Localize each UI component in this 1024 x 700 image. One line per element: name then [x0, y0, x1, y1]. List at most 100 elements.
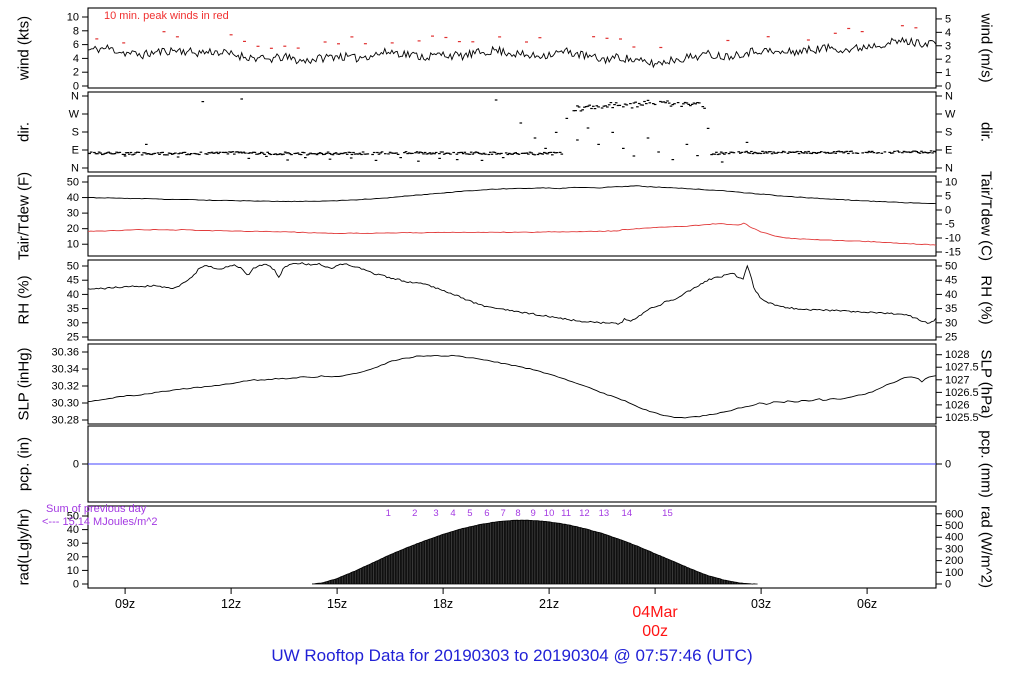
point-dir-early-NE: [233, 153, 236, 155]
point-dir-late-NE: [855, 152, 858, 154]
point-dir-late-NE: [788, 151, 791, 153]
point-dir-early-NE: [161, 151, 164, 153]
y-tick-label: 1026.5: [945, 387, 979, 399]
y-tick-label: 5: [945, 13, 951, 25]
point-dir-evening-NW: [698, 102, 701, 104]
point-dir-early-NE: [256, 153, 260, 155]
point-dir-early-NE: [215, 151, 219, 153]
point-dir-evening-NW: [639, 104, 643, 106]
y-tick-label: -5: [945, 219, 955, 231]
point-dir-early-NE: [317, 152, 320, 155]
point-dir-evening-NW: [660, 101, 664, 103]
point-dir-early-NE: [358, 152, 362, 154]
point-dir-early-NE: [403, 152, 406, 154]
point-dir-evening-NW: [606, 106, 609, 108]
point-wind-peaks: [162, 31, 166, 33]
x-tick-label: 09z: [115, 597, 135, 611]
point-dir-early-NE: [258, 152, 261, 155]
point-wind-peaks: [914, 27, 918, 29]
point-dir-evening-NW: [618, 104, 622, 106]
point-dir-early-NE: [325, 152, 328, 154]
point-dir-early-NE: [134, 152, 137, 154]
point-wind-peaks: [605, 37, 609, 39]
point-dir-early-NE: [411, 152, 414, 154]
point-dir-early-NE: [261, 152, 265, 154]
point-dir-evening-NW: [689, 105, 692, 107]
point-dir-early-NE: [229, 151, 233, 153]
point-dir-early-NE: [490, 153, 494, 155]
panel-border: [87, 505, 937, 589]
point-dir-late-NE: [932, 150, 936, 152]
point-dir-early-NE: [558, 151, 562, 153]
point-dir-early-NE: [492, 151, 495, 153]
point-dir-early-NE: [527, 153, 530, 155]
point-dir-late-NE: [912, 150, 915, 152]
y-tick-label: 3: [945, 40, 951, 52]
point-dir-early-NE: [349, 151, 352, 154]
point-dir-early-NE: [315, 154, 319, 156]
point-dir-early-NE: [205, 153, 209, 155]
y-tick-label: 1028: [945, 349, 969, 361]
point-dir-early-NE: [112, 153, 115, 155]
point-dir-evening-NW: [577, 106, 581, 108]
point-dir-early-NE: [182, 151, 185, 154]
point-dir-early-NE: [239, 151, 242, 153]
axis-title-slp-right: SLP (hPa): [977, 349, 995, 419]
wind-peaks-note: 10 min. peak winds in red: [104, 10, 229, 22]
y-tick-label: 40: [67, 289, 79, 301]
point-dir-late-NE: [893, 150, 896, 152]
point-dir-evening-NW: [634, 101, 637, 103]
point-dir-outliers: [576, 139, 579, 141]
point-dir-early-NE: [312, 153, 316, 155]
point-dir-outliers: [265, 155, 268, 157]
point-dir-outliers: [622, 147, 625, 149]
point-dir-early-NE: [309, 152, 312, 154]
point-dir-early-NE: [96, 153, 99, 155]
point-dir-early-NE: [167, 152, 171, 154]
point-dir-early-NE: [360, 153, 363, 156]
point-dir-early-NE: [460, 151, 463, 153]
y-tick-label: 4: [945, 27, 951, 39]
point-dir-early-NE: [524, 152, 527, 154]
point-dir-early-NE: [536, 153, 540, 156]
point-dir-outliers: [646, 137, 650, 139]
point-dir-early-NE: [269, 153, 273, 156]
point-dir-early-NE: [353, 153, 357, 155]
point-dir-early-NE: [380, 151, 384, 153]
point-dir-early-NE: [364, 153, 368, 155]
axis-title-rh-right: RH (%): [977, 275, 995, 325]
point-dir-early-NE: [212, 152, 215, 154]
point-dir-early-NE: [131, 154, 134, 156]
y-tick-label: 25: [945, 332, 957, 344]
mj-cumulative-label: 15: [662, 508, 673, 519]
y-tick-label: 1025.5: [945, 412, 979, 424]
point-dir-early-NE: [172, 153, 176, 155]
point-dir-early-NE: [476, 151, 479, 154]
point-dir-early-NE: [153, 152, 157, 154]
point-dir-early-NE: [447, 152, 451, 154]
point-dir-early-NE: [500, 152, 503, 154]
point-dir-late-NE: [848, 150, 852, 153]
point-dir-early-NE: [115, 151, 118, 153]
date-label-day: 04Mar: [632, 604, 678, 621]
point-dir-early-NE: [180, 152, 184, 154]
point-dir-early-NE: [498, 153, 502, 155]
point-dir-late-NE: [780, 152, 783, 154]
point-dir-late-NE: [883, 151, 887, 153]
point-dir-evening-NW: [622, 106, 625, 108]
point-dir-late-NE: [713, 153, 717, 155]
point-dir-early-NE: [169, 152, 172, 155]
point-dir-early-NE: [496, 152, 500, 155]
point-dir-early-NE: [560, 153, 564, 155]
point-dir-evening-NW: [600, 107, 604, 109]
point-dir-early-NE: [279, 153, 282, 155]
point-dir-early-NE: [123, 154, 126, 156]
point-wind-peaks: [283, 45, 287, 47]
point-dir-early-NE: [441, 151, 444, 153]
point-dir-early-NE: [392, 152, 395, 154]
point-dir-late-NE: [716, 153, 720, 156]
y-tick-label: 45: [67, 275, 79, 287]
point-dir-early-NE: [344, 152, 347, 154]
point-dir-early-NE: [221, 151, 225, 153]
